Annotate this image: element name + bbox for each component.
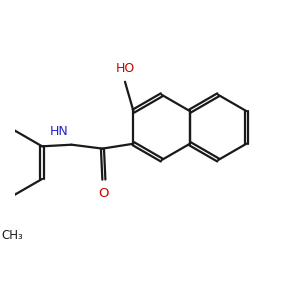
- Text: HN: HN: [50, 125, 69, 139]
- Text: O: O: [99, 187, 109, 200]
- Text: HO: HO: [115, 62, 135, 75]
- Text: CH₃: CH₃: [2, 229, 23, 242]
